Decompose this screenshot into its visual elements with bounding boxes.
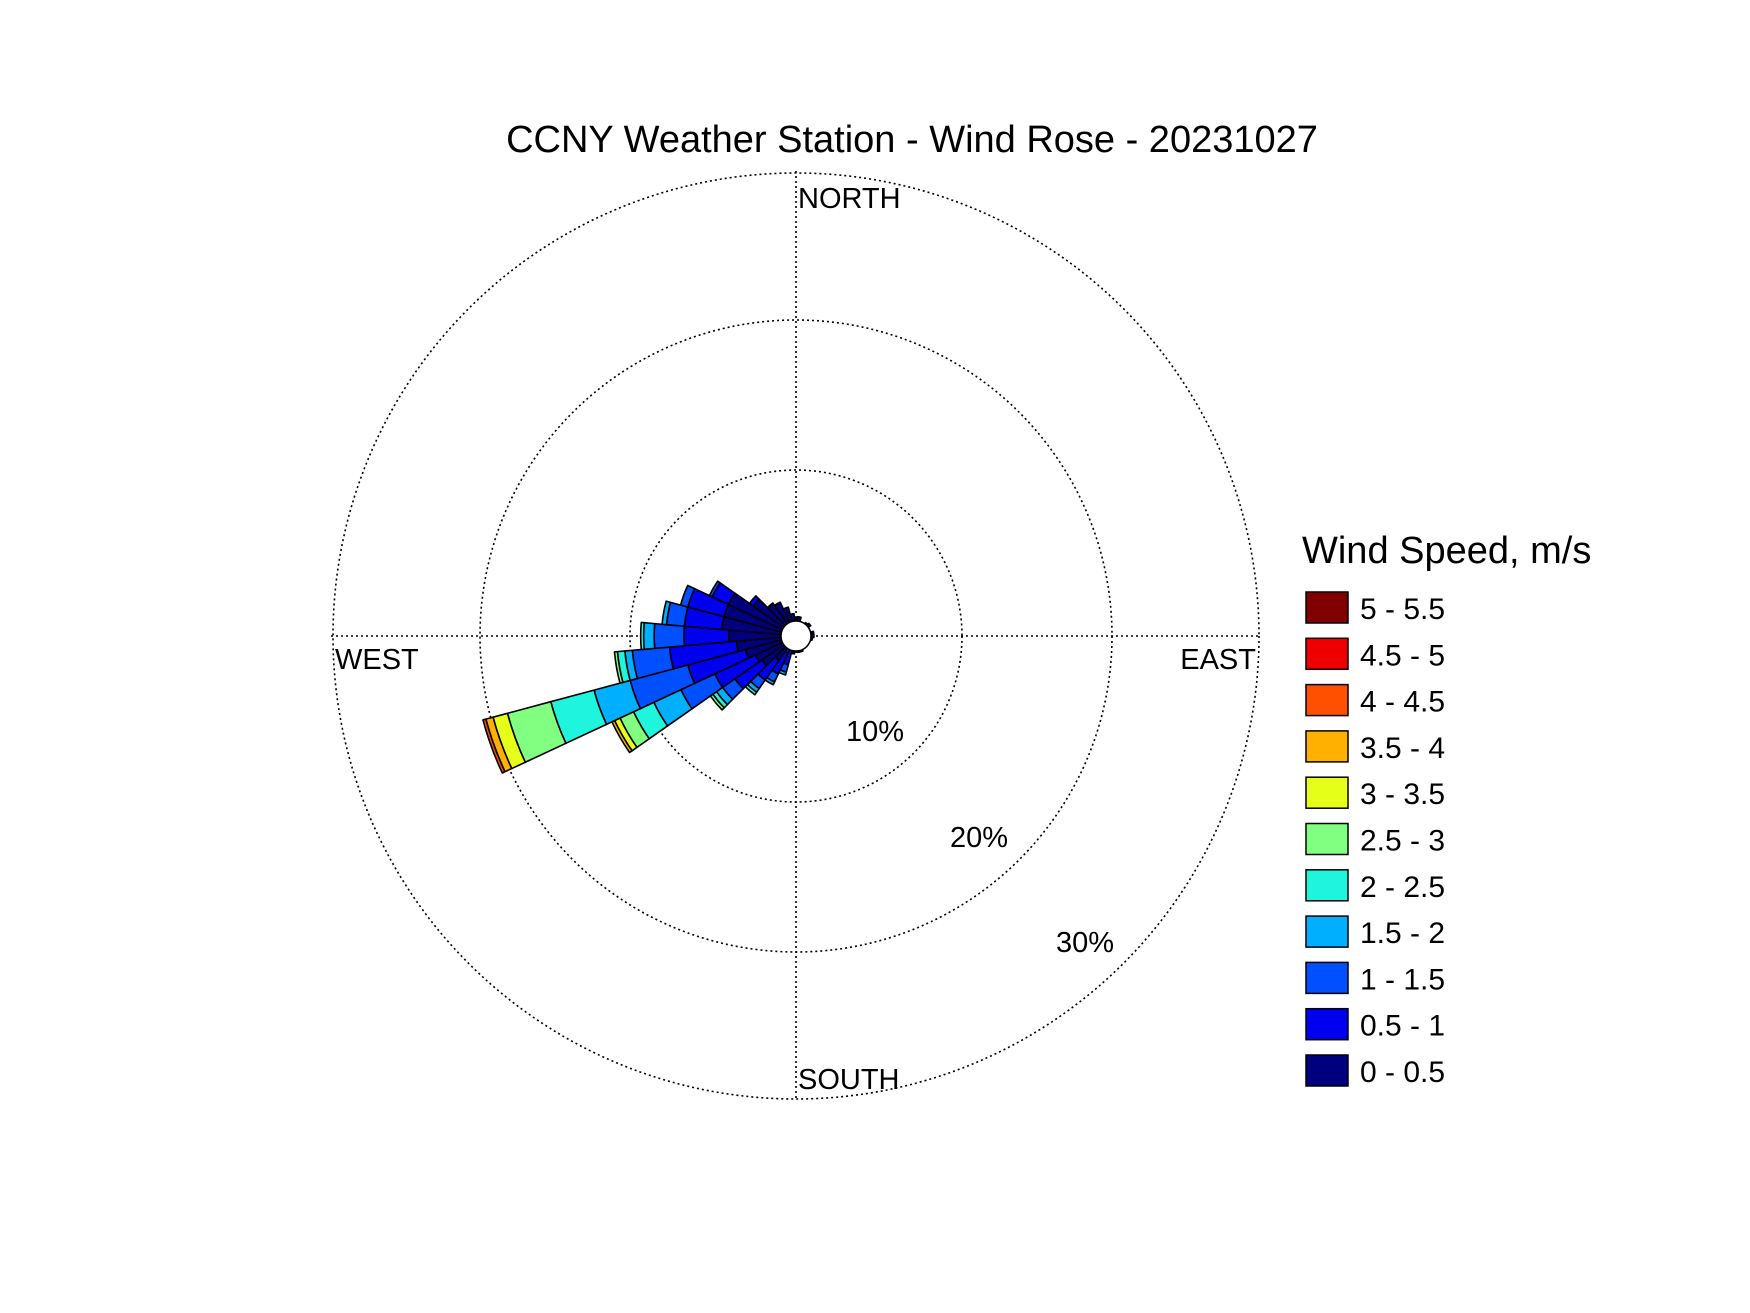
legend-label-5: 2.5 - 3: [1360, 825, 1445, 858]
legend-label-0: 5 - 5.5: [1360, 593, 1445, 626]
petal-segment-250-8: [482, 718, 506, 774]
petal-segment-270-4: [639, 621, 646, 651]
direction-label-north: NORTH: [798, 183, 901, 215]
legend-swatch-7: [1305, 915, 1349, 948]
legend-swatch-6: [1305, 869, 1349, 902]
petal-segment-290-2: [679, 584, 696, 608]
legend-swatch-8: [1305, 961, 1349, 995]
petal-segment-270-3: [642, 621, 656, 651]
calm-center-circle: [780, 620, 812, 652]
chart-title: CCNY Weather Station - Wind Rose - 20231…: [506, 119, 1318, 161]
direction-label-south: SOUTH: [798, 1064, 900, 1096]
legend-swatch-9: [1305, 1007, 1349, 1041]
legend-swatch-2: [1305, 683, 1349, 717]
petal-segment-260-5: [613, 650, 624, 684]
ring-label-10: 10%: [846, 716, 904, 748]
legend-label-1: 4.5 - 5: [1360, 639, 1445, 672]
petal-segment-270-2: [653, 622, 686, 650]
legend-label-9: 0.5 - 1: [1360, 1010, 1445, 1043]
petal-segment-310-1: [748, 595, 760, 607]
legend-swatch-5: [1305, 822, 1349, 856]
legend-swatch-4: [1305, 776, 1349, 809]
legend-label-2: 4 - 4.5: [1360, 686, 1445, 719]
legend-label-10: 0 - 0.5: [1360, 1056, 1445, 1089]
legend-swatch-3: [1305, 730, 1349, 763]
petal-segment-320-1: [766, 602, 775, 610]
legend-label-3: 3.5 - 4: [1360, 732, 1445, 765]
legend-title: Wind Speed, m/s: [1302, 530, 1591, 572]
direction-label-east: EAST: [1180, 644, 1256, 676]
legend-label-4: 3 - 3.5: [1360, 778, 1445, 811]
legend-label-7: 1.5 - 2: [1360, 917, 1445, 950]
ring-label-20: 20%: [950, 822, 1008, 854]
legend-swatch-0: [1305, 591, 1349, 624]
petal-segment-280-3: [661, 600, 672, 626]
legend-swatch-1: [1305, 637, 1349, 671]
legend-items: 5 - 5.5 4.5 - 5 4 - 4.5 3.5 - 4 3 - 3.5 2.5 -…: [1305, 591, 1445, 1089]
legend-swatch-10: [1305, 1054, 1349, 1087]
ring-label-30: 30%: [1056, 927, 1114, 959]
direction-label-west: WEST: [335, 644, 419, 676]
legend: Wind Speed, m/s 5 - 5.5 4.5 - 5 4 - 4.5 3.5…: [1302, 530, 1591, 1089]
legend-label-6: 2 - 2.5: [1360, 871, 1445, 904]
legend-label-8: 1 - 1.5: [1360, 963, 1445, 996]
petal-segment-300-2: [708, 580, 721, 598]
